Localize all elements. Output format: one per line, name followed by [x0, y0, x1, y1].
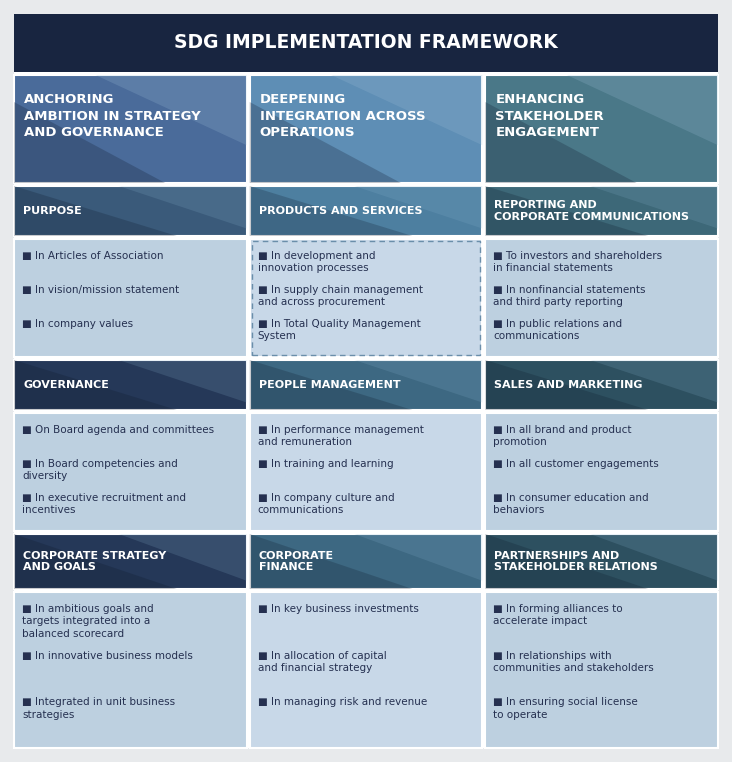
Polygon shape [250, 102, 401, 183]
Bar [485, 413, 718, 531]
Text: PARTNERSHIPS AND
STAKEHOLDER RELATIONS: PARTNERSHIPS AND STAKEHOLDER RELATIONS [494, 551, 658, 572]
Text: ■ In training and learning: ■ In training and learning [258, 459, 393, 469]
Polygon shape [590, 534, 718, 581]
Bar [250, 186, 482, 236]
Bar [250, 592, 482, 748]
Text: ■ In company culture and
communications: ■ In company culture and communications [258, 493, 395, 515]
Polygon shape [119, 360, 247, 402]
Bar [485, 75, 718, 183]
Bar [14, 239, 247, 357]
Polygon shape [14, 102, 165, 183]
Text: ■ In managing risk and revenue: ■ In managing risk and revenue [258, 697, 427, 707]
Text: ■ In Total Quality Management
System: ■ In Total Quality Management System [258, 319, 420, 341]
Text: ■ In executive recruitment and
incentives: ■ In executive recruitment and incentive… [22, 493, 186, 515]
Text: ■ In Articles of Association: ■ In Articles of Association [22, 251, 163, 261]
Polygon shape [485, 186, 649, 236]
Polygon shape [250, 360, 413, 410]
Text: ■ In allocation of capital
and financial strategy: ■ In allocation of capital and financial… [258, 651, 386, 673]
Text: ■ In supply chain management
and across procurement: ■ In supply chain management and across … [258, 285, 422, 307]
Bar [252, 241, 480, 355]
Bar [250, 360, 482, 410]
Text: ■ In performance management
and remuneration: ■ In performance management and remunera… [258, 425, 424, 447]
Polygon shape [354, 534, 482, 581]
Text: ■ In all brand and product
promotion: ■ In all brand and product promotion [493, 425, 632, 447]
Polygon shape [14, 534, 177, 589]
Bar [14, 413, 247, 531]
Polygon shape [485, 534, 649, 589]
Text: ■ In forming alliances to
accelerate impact: ■ In forming alliances to accelerate imp… [493, 604, 623, 626]
Polygon shape [354, 360, 482, 402]
Text: ■ In Board competencies and
diversity: ■ In Board competencies and diversity [22, 459, 178, 482]
Text: CORPORATE
FINANCE: CORPORATE FINANCE [258, 551, 334, 572]
Polygon shape [119, 186, 247, 229]
Bar [14, 14, 718, 72]
Bar [14, 534, 247, 589]
Text: PRODUCTS AND SERVICES: PRODUCTS AND SERVICES [258, 206, 422, 216]
Bar [14, 186, 247, 236]
Polygon shape [250, 186, 413, 236]
Text: GOVERNANCE: GOVERNANCE [23, 380, 109, 390]
Text: ■ In innovative business models: ■ In innovative business models [22, 651, 193, 661]
Bar [250, 75, 482, 183]
Polygon shape [119, 534, 247, 581]
Bar [485, 534, 718, 589]
Bar [250, 413, 482, 531]
Polygon shape [95, 75, 247, 146]
Bar [14, 75, 247, 183]
Bar [14, 592, 247, 748]
Polygon shape [485, 102, 637, 183]
Text: PEOPLE MANAGEMENT: PEOPLE MANAGEMENT [258, 380, 400, 390]
Bar [485, 360, 718, 410]
Polygon shape [567, 75, 718, 146]
Text: SALES AND MARKETING: SALES AND MARKETING [494, 380, 643, 390]
Text: ■ In all customer engagements: ■ In all customer engagements [493, 459, 659, 469]
Bar [250, 239, 482, 357]
Text: ■ In ensuring social license
to operate: ■ In ensuring social license to operate [493, 697, 638, 720]
Text: ■ In relationships with
communities and stakeholders: ■ In relationships with communities and … [493, 651, 654, 673]
Polygon shape [354, 186, 482, 229]
Polygon shape [590, 360, 718, 402]
Text: CORPORATE STRATEGY
AND GOALS: CORPORATE STRATEGY AND GOALS [23, 551, 166, 572]
Polygon shape [14, 360, 177, 410]
Text: ■ Integrated in unit business
strategies: ■ Integrated in unit business strategies [22, 697, 175, 720]
Text: ■ In nonfinancial statements
and third party reporting: ■ In nonfinancial statements and third p… [493, 285, 646, 307]
Text: SDG IMPLEMENTATION FRAMEWORK: SDG IMPLEMENTATION FRAMEWORK [174, 34, 558, 53]
Text: ■ To investors and shareholders
in financial statements: ■ To investors and shareholders in finan… [493, 251, 662, 274]
Text: ■ In ambitious goals and
targets integrated into a
balanced scorecard: ■ In ambitious goals and targets integra… [22, 604, 154, 639]
Polygon shape [331, 75, 482, 146]
Bar [485, 592, 718, 748]
Text: REPORTING AND
CORPORATE COMMUNICATIONS: REPORTING AND CORPORATE COMMUNICATIONS [494, 200, 690, 222]
Text: PURPOSE: PURPOSE [23, 206, 82, 216]
Text: DEEPENING
INTEGRATION ACROSS
OPERATIONS: DEEPENING INTEGRATION ACROSS OPERATIONS [260, 93, 425, 139]
Text: ■ In key business investments: ■ In key business investments [258, 604, 419, 614]
Text: ■ In company values: ■ In company values [22, 319, 133, 329]
Polygon shape [590, 186, 718, 229]
Bar [485, 186, 718, 236]
Polygon shape [250, 534, 413, 589]
Text: ■ In public relations and
communications: ■ In public relations and communications [493, 319, 622, 341]
Text: ■ In development and
innovation processes: ■ In development and innovation processe… [258, 251, 376, 274]
Text: ANCHORING
AMBITION IN STRATEGY
AND GOVERNANCE: ANCHORING AMBITION IN STRATEGY AND GOVER… [24, 93, 201, 139]
Bar [250, 534, 482, 589]
Bar [14, 360, 247, 410]
Polygon shape [485, 360, 649, 410]
Text: ■ On Board agenda and committees: ■ On Board agenda and committees [22, 425, 214, 435]
Text: ENHANCING
STAKEHOLDER
ENGAGEMENT: ENHANCING STAKEHOLDER ENGAGEMENT [496, 93, 604, 139]
Text: ■ In consumer education and
behaviors: ■ In consumer education and behaviors [493, 493, 649, 515]
Text: ■ In vision/mission statement: ■ In vision/mission statement [22, 285, 179, 295]
Polygon shape [14, 186, 177, 236]
Bar [485, 239, 718, 357]
